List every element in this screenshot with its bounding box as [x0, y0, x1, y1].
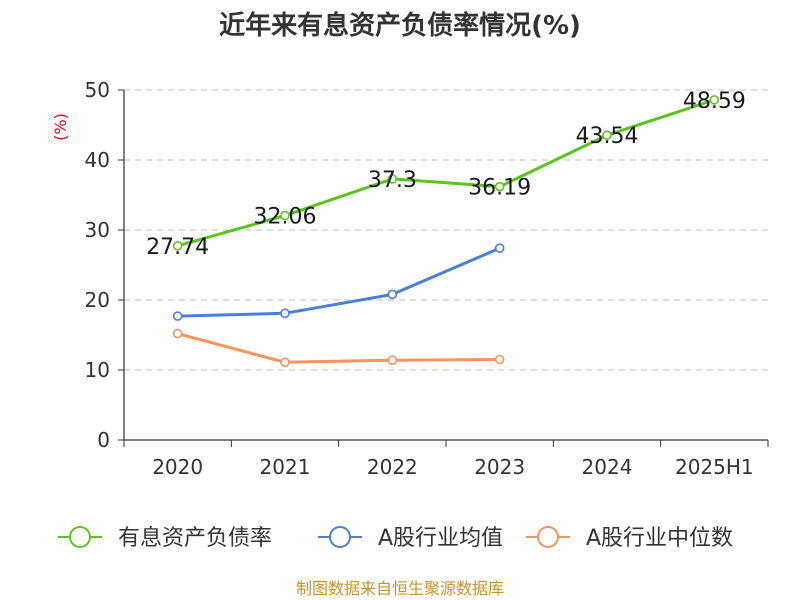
point-s2-2022	[387, 355, 398, 366]
point-s2-2023	[494, 354, 505, 365]
point-s0-2024	[602, 130, 612, 141]
point-s1-2021	[280, 308, 290, 319]
legend-label-0: 有息资产负债率	[118, 526, 272, 551]
y-tick-label-30: 30	[85, 218, 110, 242]
point-s0-2025H1	[709, 95, 720, 105]
series-line-2	[177, 332, 500, 364]
x-tick-label-2023: 2023	[474, 455, 525, 479]
y-tick-label-50: 50	[85, 78, 110, 102]
point-s1-2022	[387, 289, 398, 300]
point-s1-2023	[494, 243, 505, 253]
point-s2-2020	[172, 328, 183, 339]
x-tick-label-2021: 2021	[260, 455, 311, 479]
y-axis-label: (%)	[51, 113, 70, 141]
y-tick-label-40: 40	[85, 148, 110, 172]
data-label-2025H1: 48.59	[683, 89, 746, 114]
axes: 0 10 20 30 40 50 2020 2021 2022 2023 2024 2025H1	[85, 78, 769, 479]
data-labels: 27.74 32.06 37.3 36.19 43.54 48.59	[146, 89, 746, 260]
source-note: 制图数据来自恒生聚源数据库	[296, 579, 504, 598]
y-tick-label-0: 0	[97, 428, 110, 452]
y-tick-label-10: 10	[85, 358, 110, 382]
legend-label-2: A股行业中位数	[586, 526, 733, 551]
x-tick-label-2025H1: 2025H1	[675, 455, 754, 479]
legend-item-1: A股行业均值	[318, 526, 503, 551]
point-s0-2020	[172, 241, 183, 251]
point-s0-2022	[387, 174, 398, 184]
x-tick-label-2020: 2020	[152, 455, 203, 479]
legend: 有息资产负债率 A股行业均值 A股行业中位数	[58, 526, 733, 551]
x-tick-label-2024: 2024	[582, 455, 633, 479]
y-tick-label-20: 20	[85, 288, 110, 312]
series-line-0	[177, 98, 715, 248]
legend-item-2: A股行业中位数	[526, 526, 733, 551]
data-label-2020: 27.74	[146, 235, 209, 260]
point-s2-2021	[280, 357, 290, 368]
series-group	[172, 95, 720, 368]
legend-marker-2	[537, 526, 559, 548]
legend-marker-0	[69, 526, 91, 548]
point-s1-2020	[172, 311, 183, 321]
point-s0-2021	[280, 210, 290, 221]
chart-title: 近年来有息资产负债率情况(%)	[219, 10, 581, 41]
legend-label-1: A股行业均值	[378, 526, 503, 551]
data-label-2021: 32.06	[254, 205, 317, 230]
data-label-2024: 43.54	[576, 124, 639, 149]
gridlines	[124, 89, 768, 371]
legend-item-0: 有息资产负债率	[58, 526, 272, 551]
legend-marker-1	[329, 526, 351, 548]
x-tick-label-2022: 2022	[367, 455, 418, 479]
data-label-2022: 37.3	[368, 168, 417, 193]
point-s0-2023	[494, 181, 505, 192]
data-label-2023: 36.19	[468, 176, 531, 201]
series-line-1	[177, 246, 501, 318]
